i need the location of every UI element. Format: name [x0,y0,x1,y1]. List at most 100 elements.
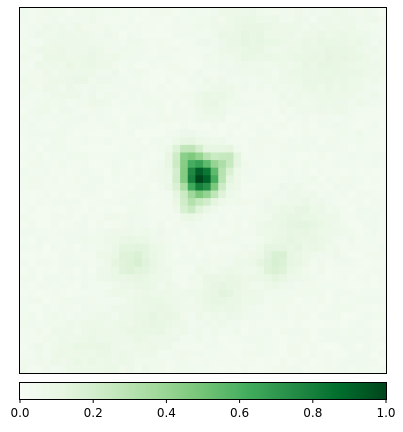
heatmap-cell [88,334,97,344]
heatmap-cell [126,152,135,161]
heatmap-cell [50,350,59,359]
heatmap-cell [42,281,52,290]
heatmap-cell [203,350,212,359]
heatmap-cell [20,342,29,351]
heatmap-cell [65,198,74,207]
heatmap-cell [279,30,288,40]
heatmap-cell [271,129,280,138]
heatmap-cell [332,243,341,252]
heatmap-cell [65,152,74,161]
heatmap-cell [210,190,219,199]
heatmap-cell [203,281,212,290]
heatmap-cell [203,266,212,275]
heatmap-cell [340,46,349,55]
heatmap-cell [126,350,135,359]
heatmap-cell [195,357,204,366]
heatmap-cell [164,38,174,47]
heatmap-cell [142,106,151,116]
heatmap-cell [355,327,364,336]
heatmap-cell [27,213,36,222]
heatmap-cell [96,251,105,260]
heatmap-cell [347,46,357,55]
heatmap-cell [50,175,59,184]
heatmap-cell [370,205,379,214]
heatmap-cell [317,61,326,70]
heatmap-cell [111,304,120,313]
heatmap-cell [172,289,181,298]
heatmap-cell [73,68,82,78]
heatmap-cell [279,342,288,351]
heatmap-cell [370,319,379,328]
heatmap-cell [248,327,257,336]
heatmap-cell [332,289,341,298]
heatmap-cell [370,175,379,184]
heatmap-cell [271,91,280,100]
heatmap-cell [42,137,52,146]
heatmap-cell [149,23,158,32]
heatmap-cell [180,106,189,116]
heatmap-cell [332,281,341,290]
heatmap-cell [264,198,273,207]
heatmap-cell [340,122,349,131]
heatmap-cell [27,258,36,268]
heatmap-cell [195,91,204,100]
heatmap-cell [96,152,105,161]
heatmap-cell [65,53,74,62]
heatmap-cell [187,334,196,344]
heatmap-cell [50,319,59,328]
heatmap-cell [210,304,219,313]
heatmap-cell [218,76,227,85]
heatmap-cell [142,274,151,283]
heatmap-cell [187,152,196,161]
heatmap-cell [378,30,387,40]
heatmap-cell [355,38,364,47]
heatmap-cell [294,319,303,328]
heatmap-cell [58,38,67,47]
heatmap-cell [325,175,334,184]
heatmap-cell [241,258,250,268]
heatmap-cell [347,30,357,40]
heatmap-cell [35,53,44,62]
heatmap-cell [142,84,151,93]
heatmap-cell [119,281,128,290]
heatmap-cell [42,258,52,268]
heatmap-cell [111,175,120,184]
heatmap-cell [225,38,235,47]
heatmap-cell [42,114,52,123]
heatmap-cell [50,213,59,222]
heatmap-cell [264,236,273,245]
heatmap-cell [309,228,318,237]
heatmap-cell [309,304,318,313]
heatmap-cell [81,327,90,336]
heatmap-cell [271,350,280,359]
heatmap-cell [20,76,29,85]
heatmap-cell [134,296,143,306]
heatmap-cell [294,304,303,313]
heatmap-cell [88,281,97,290]
heatmap-cell [279,266,288,275]
heatmap-cell [42,91,52,100]
heatmap-cell [340,53,349,62]
heatmap-cell [264,23,273,32]
heatmap-cell [81,365,90,374]
heatmap-cell [157,213,166,222]
heatmap-cell [149,289,158,298]
heatmap-cell [103,251,113,260]
heatmap-cell [195,182,204,192]
heatmap-cell [35,152,44,161]
heatmap-cell [256,68,265,78]
heatmap-cell [309,61,318,70]
heatmap-cell [142,68,151,78]
heatmap-cell [73,357,82,366]
heatmap-cell [248,190,257,199]
heatmap-cell [325,61,334,70]
heatmap-cell [35,99,44,108]
heatmap-cell [142,122,151,131]
heatmap-cell [187,53,196,62]
heatmap-cell [149,236,158,245]
heatmap-cell [233,205,242,214]
heatmap-cell [317,213,326,222]
heatmap-cell [340,175,349,184]
heatmap-cell [35,68,44,78]
heatmap-cell [256,312,265,321]
